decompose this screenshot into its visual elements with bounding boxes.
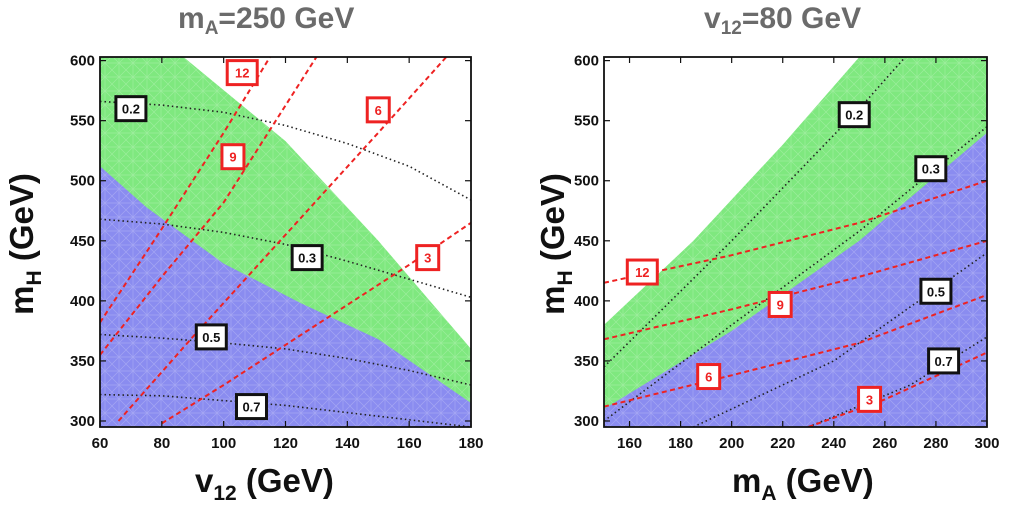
- svg-text:0.5: 0.5: [202, 330, 220, 345]
- svg-text:0.2: 0.2: [845, 108, 863, 123]
- black-contour-label-0.5: 0.5: [919, 277, 953, 305]
- y-tick-label: 550: [70, 113, 95, 130]
- svg-text:0.3: 0.3: [298, 251, 316, 266]
- svg-text:0.2: 0.2: [122, 102, 140, 117]
- y-tick-label: 600: [70, 53, 95, 70]
- svg-text:9: 9: [229, 150, 236, 165]
- red-contour-9: [604, 239, 987, 341]
- x-tick-label: 240: [821, 435, 846, 452]
- y-tick-label: 400: [574, 293, 599, 310]
- svg-text:0.7: 0.7: [935, 354, 953, 369]
- red-contour-label-3: 3: [415, 244, 441, 272]
- y-tick-label: 300: [70, 413, 95, 430]
- x-tick-label: 160: [397, 435, 422, 452]
- left-panel: mA=250 GeV 0.2 0.3 0.5 0.7 12 9 6 3 60 80 100 120 14…: [0, 0, 504, 515]
- red-contour-6: [117, 57, 448, 422]
- red-contour-12: [604, 179, 987, 284]
- plot-frame: [603, 56, 988, 428]
- x-tick-label: 260: [872, 435, 897, 452]
- y-tick-label: 500: [574, 173, 599, 190]
- black-contour-0.7: [807, 336, 987, 427]
- x-tick-label: 160: [617, 435, 642, 452]
- red-contour-label-12: 12: [625, 258, 659, 286]
- black-contour-0.5: [100, 333, 471, 386]
- x-tick-label: 60: [92, 435, 109, 452]
- y-tick-label: 350: [574, 353, 599, 370]
- black-contour-0.7: [100, 393, 471, 427]
- region-mesh-texture: [100, 166, 471, 427]
- svg-text:9: 9: [777, 297, 784, 312]
- y-tick-label: 600: [574, 53, 599, 70]
- x-axis-label: v12 (GeV): [195, 462, 334, 505]
- svg-text:0.3: 0.3: [922, 162, 940, 177]
- x-axis-label: mA (GeV): [732, 462, 874, 505]
- black-contour-label-0.3: 0.3: [290, 244, 324, 272]
- contour-plot-right: 0.2 0.3 0.5 0.7 12 9 6 3 160 180 200 220 240 260 280 30…: [574, 53, 1000, 452]
- x-tick-label: 180: [668, 435, 693, 452]
- red-contour-label-6: 6: [696, 363, 722, 391]
- svg-text:12: 12: [235, 66, 249, 81]
- black-contour-label-0.3: 0.3: [914, 155, 948, 183]
- black-contour-label-0.5: 0.5: [194, 323, 228, 351]
- red-contour-9: [100, 57, 318, 356]
- black-contour-label-0.7: 0.7: [234, 393, 268, 421]
- x-tick-label: 220: [770, 435, 795, 452]
- y-tick-label: 350: [70, 353, 95, 370]
- x-tick-label: 120: [273, 435, 298, 452]
- x-tick-label: 280: [923, 435, 948, 452]
- red-contour-label-9: 9: [767, 290, 793, 318]
- x-tick-label: 100: [211, 435, 236, 452]
- svg-text:0.5: 0.5: [927, 284, 945, 299]
- x-tick-label: 200: [719, 435, 744, 452]
- black-contour-0.3: [100, 218, 471, 299]
- y-tick-label: 500: [70, 173, 95, 190]
- region-mesh-texture: [604, 132, 987, 427]
- y-axis-label: mH (GeV): [3, 173, 46, 315]
- svg-text:0.7: 0.7: [242, 400, 260, 415]
- black-contour-label-0.2: 0.2: [837, 101, 871, 129]
- svg-text:12: 12: [635, 265, 649, 280]
- x-tick-label: 80: [153, 435, 170, 452]
- y-axis-label: mH (GeV): [534, 173, 577, 315]
- svg-text:6: 6: [375, 103, 382, 118]
- chart-title: v12=80 GeV: [704, 2, 862, 39]
- black-contour-0.2: [604, 57, 906, 368]
- red-contour-label-9: 9: [220, 143, 246, 171]
- red-contour-6: [604, 293, 987, 408]
- y-tick-label: 550: [574, 113, 599, 130]
- svg-text:3: 3: [866, 392, 873, 407]
- chart-title: mA=250 GeV: [178, 2, 355, 39]
- svg-text:3: 3: [424, 251, 431, 266]
- x-tick-label: 180: [458, 435, 483, 452]
- svg-text:6: 6: [705, 370, 712, 385]
- black-contour-label-0.2: 0.2: [114, 95, 148, 123]
- red-contour-label-12: 12: [225, 59, 259, 87]
- y-tick-label: 300: [574, 413, 599, 430]
- black-contour-label-0.7: 0.7: [927, 347, 961, 375]
- red-contour-label-6: 6: [365, 96, 391, 124]
- x-tick-label: 300: [974, 435, 999, 452]
- x-tick-label: 140: [335, 435, 360, 452]
- contour-plot-left: 0.2 0.3 0.5 0.7 12 9 6 3 60 80 100 120 140 160 180 300 3…: [70, 53, 484, 452]
- y-tick-label: 450: [574, 233, 599, 250]
- red-contour-label-3: 3: [857, 385, 883, 413]
- y-tick-label: 400: [70, 293, 95, 310]
- y-tick-label: 450: [70, 233, 95, 250]
- right-panel: v12=80 GeV 0.2 0.3 0.5 0.7 12 9 6 3 160 180 200 220…: [504, 0, 1008, 515]
